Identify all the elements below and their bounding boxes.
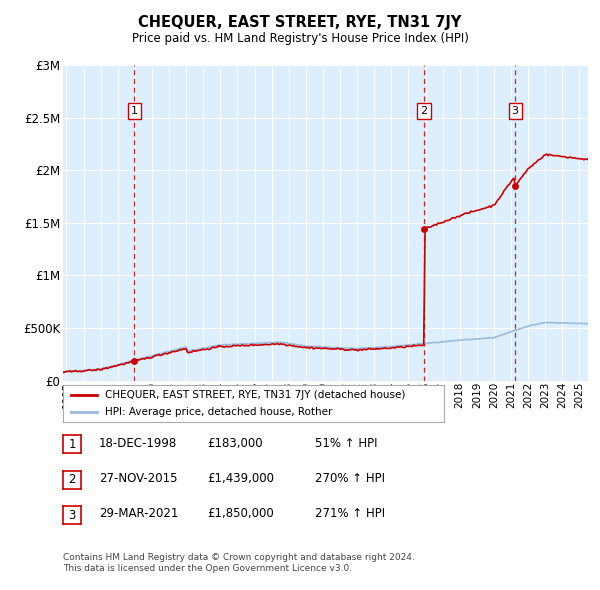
Text: 27-NOV-2015: 27-NOV-2015 xyxy=(99,472,178,485)
Text: 51% ↑ HPI: 51% ↑ HPI xyxy=(315,437,377,450)
Text: 29-MAR-2021: 29-MAR-2021 xyxy=(99,507,178,520)
Text: £1,850,000: £1,850,000 xyxy=(207,507,274,520)
Text: This data is licensed under the Open Government Licence v3.0.: This data is licensed under the Open Gov… xyxy=(63,565,352,573)
Text: 1: 1 xyxy=(131,106,137,116)
Text: £1,439,000: £1,439,000 xyxy=(207,472,274,485)
Text: CHEQUER, EAST STREET, RYE, TN31 7JY: CHEQUER, EAST STREET, RYE, TN31 7JY xyxy=(139,15,461,30)
Text: CHEQUER, EAST STREET, RYE, TN31 7JY (detached house): CHEQUER, EAST STREET, RYE, TN31 7JY (det… xyxy=(105,390,405,400)
Text: 2: 2 xyxy=(68,473,76,486)
Text: HPI: Average price, detached house, Rother: HPI: Average price, detached house, Roth… xyxy=(105,407,332,417)
Text: 18-DEC-1998: 18-DEC-1998 xyxy=(99,437,177,450)
Text: 2: 2 xyxy=(420,106,427,116)
Text: Contains HM Land Registry data © Crown copyright and database right 2024.: Contains HM Land Registry data © Crown c… xyxy=(63,553,415,562)
Text: Price paid vs. HM Land Registry's House Price Index (HPI): Price paid vs. HM Land Registry's House … xyxy=(131,32,469,45)
Text: 3: 3 xyxy=(512,106,518,116)
Text: £183,000: £183,000 xyxy=(207,437,263,450)
Text: 1: 1 xyxy=(68,438,76,451)
Text: 3: 3 xyxy=(68,509,76,522)
Text: 271% ↑ HPI: 271% ↑ HPI xyxy=(315,507,385,520)
Text: 270% ↑ HPI: 270% ↑ HPI xyxy=(315,472,385,485)
